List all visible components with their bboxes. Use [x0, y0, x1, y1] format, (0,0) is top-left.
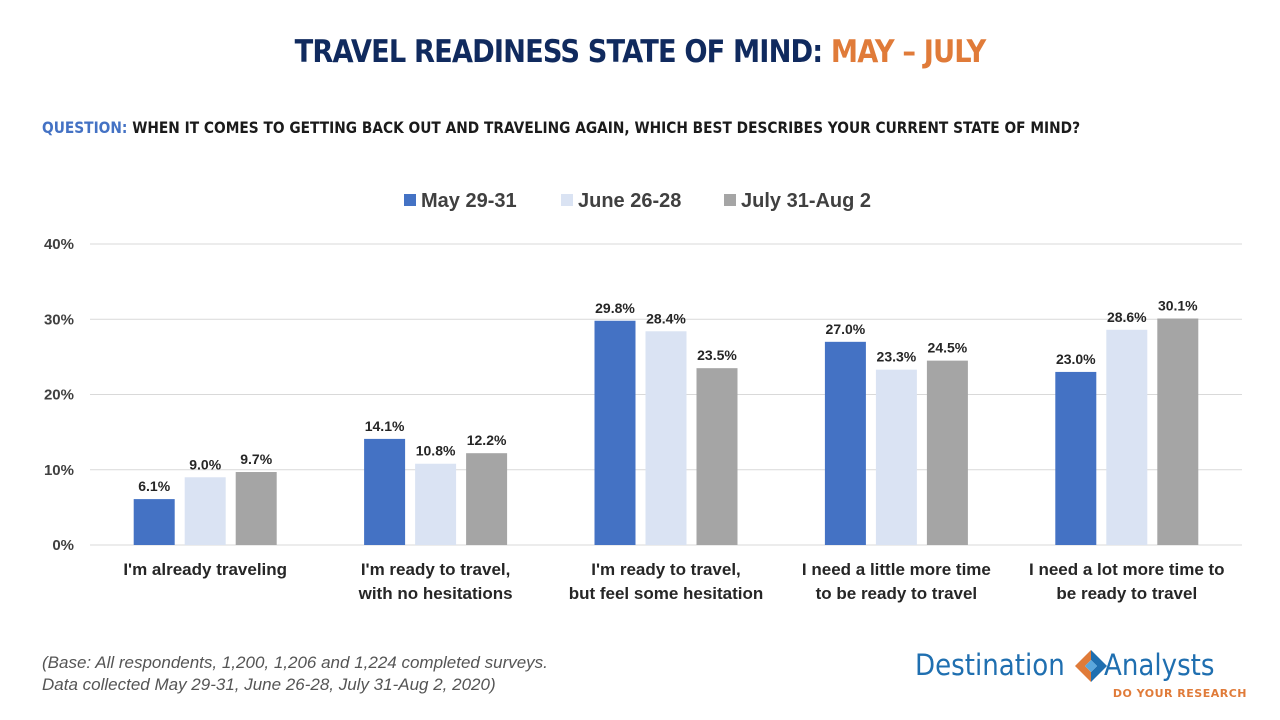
bar-chart: 0% 10% 20% 30% 40% 6.1% 9.0% 9.7% I'm already tr… — [44, 190, 1242, 603]
bar — [364, 438, 406, 545]
data-label: 9.0% — [189, 456, 221, 472]
data-label: 6.1% — [138, 478, 170, 494]
title-accent: MAY – JULY — [830, 34, 986, 70]
x-tick-label: to be ready to travel — [816, 584, 978, 603]
bar — [235, 472, 277, 545]
bar — [415, 463, 457, 545]
x-tick-label: with no hesitations — [358, 584, 513, 603]
data-label: 14.1% — [365, 418, 405, 434]
question-text: WHEN IT COMES TO GETTING BACK OUT AND TR… — [127, 118, 1081, 137]
x-tick-label: I'm ready to travel, — [591, 560, 741, 579]
bar — [696, 368, 738, 545]
data-label: 28.4% — [646, 310, 686, 326]
footnote-line-2: Data collected May 29-31, June 26-28, Ju… — [42, 675, 496, 694]
data-label: 9.7% — [240, 451, 272, 467]
x-tick-label: I'm ready to travel, — [361, 560, 511, 579]
logo-word-right: Analysts — [1104, 648, 1215, 682]
y-tick-label: 20% — [44, 387, 74, 404]
footnote: (Base: All respondents, 1,200, 1,206 and… — [42, 652, 548, 696]
bar — [184, 477, 226, 545]
bar — [824, 341, 866, 545]
footnote-line-1: (Base: All respondents, 1,200, 1,206 and… — [42, 653, 548, 672]
bar — [1106, 329, 1148, 545]
bar — [926, 360, 968, 545]
y-tick-label: 0% — [52, 537, 74, 554]
legend-label: July 31-Aug 2 — [741, 190, 871, 212]
chart-title: TRAVEL READINESS STATE OF MIND: MAY – JU… — [77, 34, 1203, 70]
data-label: 30.1% — [1158, 297, 1198, 313]
y-tick-label: 40% — [44, 236, 74, 253]
bar — [594, 320, 636, 545]
data-label: 28.6% — [1107, 309, 1147, 325]
bar — [466, 453, 508, 545]
legend-label: May 29-31 — [421, 190, 517, 212]
title-main: TRAVEL READINESS STATE OF MIND: — [294, 34, 831, 70]
logo-tagline: DO YOUR RESEARCH — [1112, 687, 1247, 700]
bar — [1157, 318, 1199, 545]
x-tick-label: I need a lot more time to — [1029, 560, 1225, 579]
x-tick-label: but feel some hesitation — [569, 584, 764, 603]
data-label: 29.8% — [595, 300, 635, 316]
legend-swatch — [404, 194, 416, 206]
y-tick-label: 10% — [44, 462, 74, 479]
data-label: 23.5% — [697, 347, 737, 363]
legend-label: June 26-28 — [578, 190, 681, 212]
logo-word-left: Destination — [915, 648, 1065, 682]
data-label: 12.2% — [467, 432, 507, 448]
y-tick-label: 30% — [44, 311, 74, 328]
data-label: 10.8% — [416, 443, 456, 459]
logo-diamond-icon — [1075, 650, 1107, 682]
data-label: 23.0% — [1056, 351, 1096, 367]
legend-swatch — [561, 194, 573, 206]
x-tick-label: I need a little more time — [802, 560, 991, 579]
data-label: 27.0% — [826, 321, 866, 337]
destination-analysts-logo: Destination Analysts DO YOUR RESEARCH — [915, 642, 1255, 704]
bar — [645, 331, 687, 545]
question-label: QUESTION: — [42, 118, 128, 137]
bar — [875, 369, 917, 545]
data-label: 24.5% — [928, 340, 968, 356]
data-label: 23.3% — [877, 349, 917, 365]
question-subtitle: QUESTION: WHEN IT COMES TO GETTING BACK … — [42, 118, 1100, 137]
bar — [1055, 371, 1097, 545]
bar — [133, 499, 175, 545]
x-tick-label: I'm already traveling — [123, 560, 287, 579]
x-tick-label: be ready to travel — [1056, 584, 1197, 603]
legend-swatch — [724, 194, 736, 206]
